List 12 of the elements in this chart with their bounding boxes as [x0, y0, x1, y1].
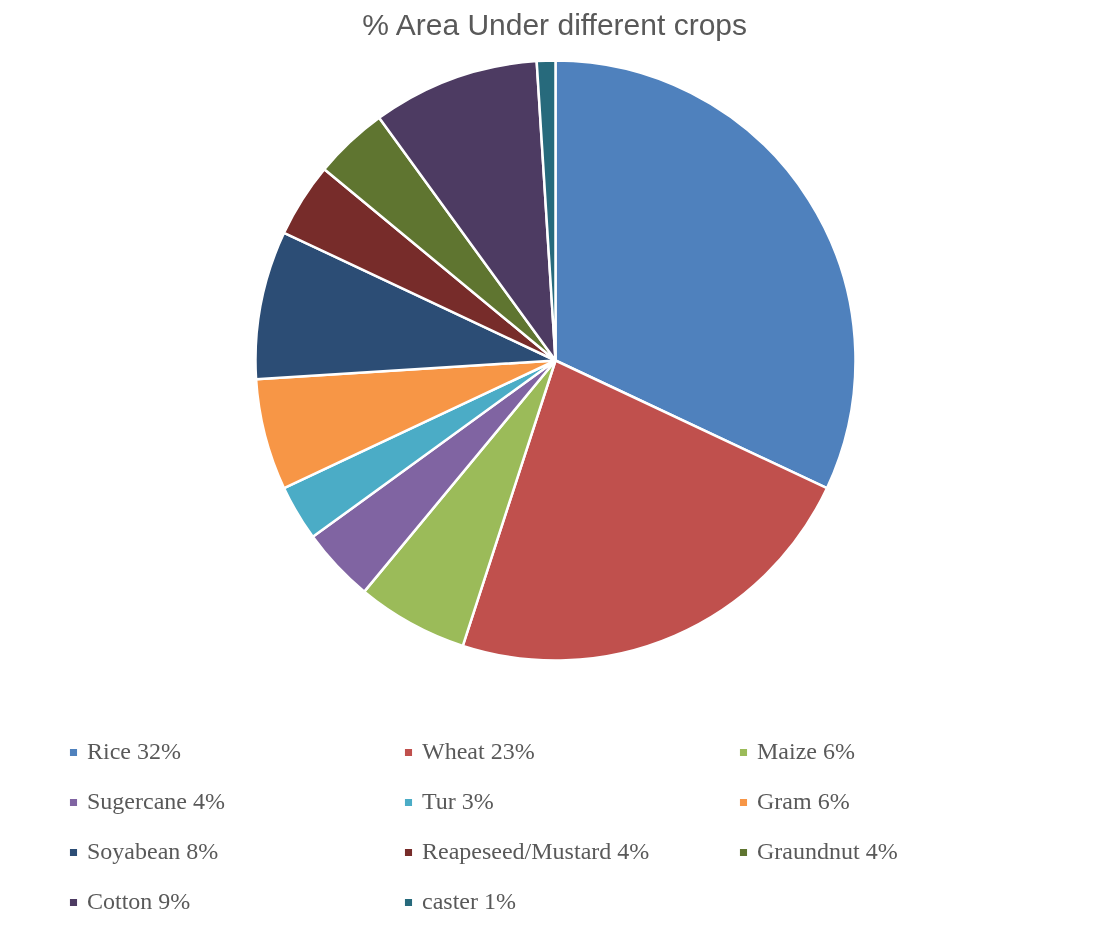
legend-label: Maize 6% — [757, 738, 856, 765]
legend-label: Graundnut 4% — [757, 838, 899, 865]
legend-label: Wheat 23% — [422, 738, 536, 765]
legend-label: Gram 6% — [757, 788, 851, 815]
legend-label: Soyabean 8% — [87, 838, 220, 865]
legend-label: Cotton 9% — [87, 888, 192, 915]
legend-label: Reapeseed/Mustard 4% — [422, 838, 651, 865]
legend-label: Tur 3% — [422, 788, 495, 815]
legend-label: caster 1% — [422, 888, 517, 915]
chart-title: % Area Under different crops — [362, 7, 747, 41]
legend-label: Rice 32% — [87, 738, 182, 765]
legend-label: Sugercane 4% — [87, 788, 226, 815]
